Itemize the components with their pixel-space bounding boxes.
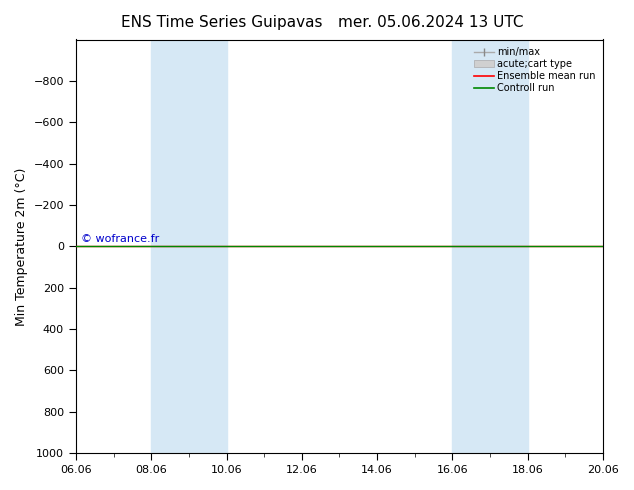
Text: mer. 05.06.2024 13 UTC: mer. 05.06.2024 13 UTC [339, 15, 524, 30]
Bar [151, 40, 226, 453]
Y-axis label: Min Temperature 2m (°C): Min Temperature 2m (°C) [15, 167, 28, 325]
Text: © wofrance.fr: © wofrance.fr [81, 234, 159, 245]
Text: ENS Time Series Guipavas: ENS Time Series Guipavas [121, 15, 323, 30]
Legend: min/max, acute;cart type, Ensemble mean run, Controll run: min/max, acute;cart type, Ensemble mean … [472, 45, 598, 96]
Bar [453, 40, 527, 453]
